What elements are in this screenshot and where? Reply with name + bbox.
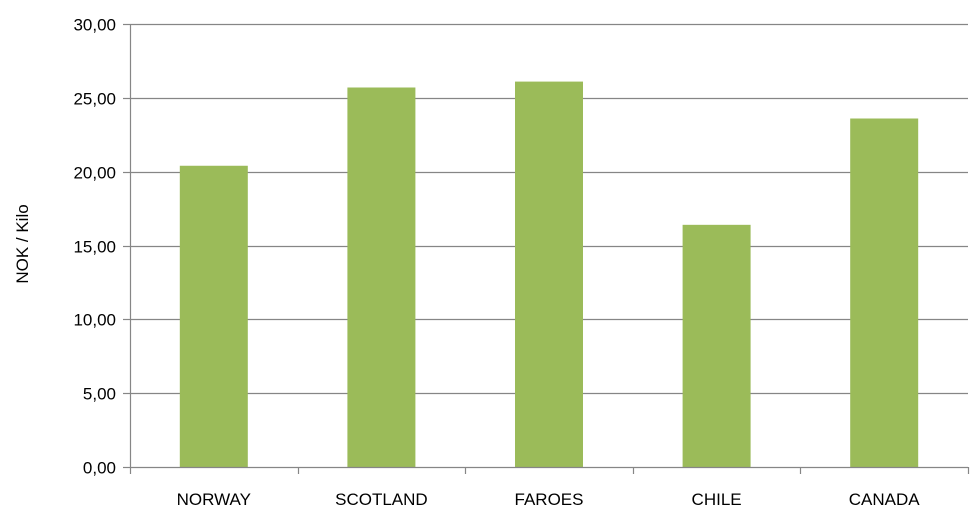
x-tick-label: FAROES bbox=[515, 490, 584, 509]
bar-norway bbox=[179, 165, 248, 467]
y-tick-label: 0,00 bbox=[83, 459, 116, 478]
y-axis-title: NOK / Kilo bbox=[13, 204, 32, 283]
y-tick-labels: 0,00 5,00 10,00 15,00 20,00 25,00 30,00 bbox=[73, 16, 116, 478]
y-tick-label: 15,00 bbox=[73, 238, 116, 257]
x-tick-label: CANADA bbox=[849, 490, 921, 509]
bar-scotland bbox=[347, 87, 416, 467]
bar-series bbox=[179, 81, 919, 468]
bar-canada bbox=[850, 118, 919, 468]
y-tick-label: 30,00 bbox=[73, 16, 116, 35]
x-tick-label: SCOTLAND bbox=[335, 490, 428, 509]
x-tick-labels: NORWAY SCOTLAND FAROES CHILE CANADA bbox=[177, 490, 921, 509]
bar-faroes bbox=[515, 81, 583, 467]
y-tick-label: 25,00 bbox=[73, 90, 116, 109]
x-tick-label: CHILE bbox=[692, 490, 742, 509]
axes bbox=[123, 23, 970, 474]
y-tick-label: 20,00 bbox=[73, 164, 116, 183]
y-tick-label: 10,00 bbox=[73, 311, 116, 330]
x-tick-label: NORWAY bbox=[177, 490, 251, 509]
y-tick-label: 5,00 bbox=[83, 385, 116, 404]
bar-chile bbox=[682, 224, 751, 467]
